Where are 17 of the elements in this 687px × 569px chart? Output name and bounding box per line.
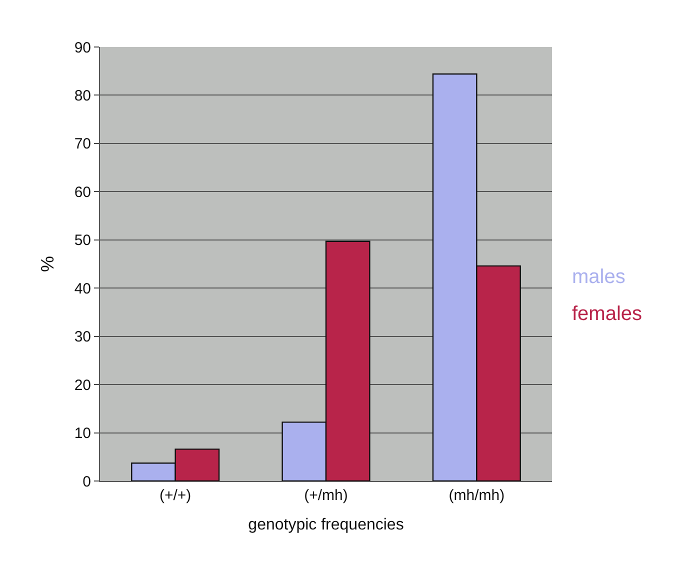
text: males [572, 266, 626, 288]
y-tick-label: 70 [74, 136, 91, 153]
y-tick-label: 50 [74, 232, 91, 250]
y-tick-label: 80 [74, 87, 91, 104]
x-axis-title: genotypic frequencies [248, 516, 404, 534]
y-tick-label: 0 [82, 473, 91, 490]
y-tick-label: 30 [74, 328, 91, 346]
y-tick-label: 60 [74, 184, 91, 201]
x-tick-label: (mh/mh) [448, 487, 505, 504]
y-tick-label: 10 [74, 425, 91, 442]
x-tick-label: (+/mh) [304, 487, 348, 504]
x-tick-label: (+/+) [159, 487, 192, 504]
y-tick-label: 90 [74, 39, 91, 56]
text: females [572, 303, 642, 325]
y-tick-label: 20 [74, 376, 91, 394]
y-tick-label: 40 [74, 280, 91, 298]
y-axis-title: % [38, 256, 58, 272]
